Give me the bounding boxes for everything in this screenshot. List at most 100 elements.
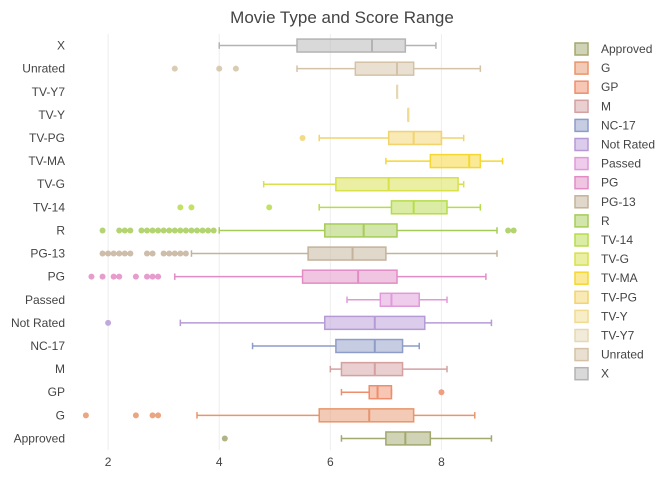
box-series-x[interactable] — [218, 38, 437, 53]
outlier-point — [266, 204, 273, 211]
legend-swatch — [574, 61, 589, 75]
legend[interactable]: Approved G GP M NC-17 Not Rated Passed PG PG-13 R… — [574, 42, 655, 381]
y-tick-label-gp: GP — [48, 385, 65, 399]
box-iqr — [307, 246, 387, 261]
outlier-point — [182, 227, 189, 234]
box-series-pg-13[interactable] — [99, 246, 498, 261]
legend-item-pg-13[interactable]: PG-13 — [574, 195, 636, 209]
legend-item-unrated[interactable]: Unrated — [574, 347, 644, 362]
box-series-r[interactable] — [99, 223, 517, 238]
box-series-m[interactable] — [329, 361, 448, 377]
box-series-nc-17[interactable] — [251, 338, 420, 354]
outlier-point — [121, 227, 128, 234]
legend-swatch — [574, 347, 589, 362]
legend-swatch — [574, 156, 589, 171]
y-tick-label-passed: Passed — [25, 293, 65, 307]
legend-item-gp[interactable]: GP — [574, 80, 618, 94]
legend-item-pg[interactable]: PG — [574, 175, 618, 190]
outlier-point — [188, 227, 195, 234]
legend-item-approved[interactable]: Approved — [574, 42, 652, 56]
legend-swatch — [574, 271, 589, 285]
y-tick-label-r: R — [56, 223, 65, 237]
legend-swatch — [574, 195, 589, 209]
y-tick-label-nc-17: NC-17 — [30, 339, 65, 353]
legend-label: TV-14 — [601, 233, 633, 247]
box-series-approved[interactable] — [221, 431, 493, 446]
box-series-g[interactable] — [82, 408, 476, 423]
box-series-tv-g[interactable] — [262, 177, 465, 192]
legend-swatch — [574, 42, 589, 56]
chart-title: Movie Type and Score Range — [230, 8, 454, 27]
legend-swatch — [574, 118, 589, 133]
x-tick-label-4: 4 — [216, 455, 223, 469]
legend-item-tv-y[interactable]: TV-Y — [574, 309, 628, 324]
legend-item-nc-17[interactable]: NC-17 — [574, 118, 636, 133]
outlier-point — [194, 227, 200, 234]
box-iqr — [318, 408, 415, 423]
legend-item-g[interactable]: G — [574, 61, 610, 75]
legend-swatch — [574, 80, 589, 94]
legend-label: PG-13 — [601, 195, 636, 209]
legend-item-r[interactable]: R — [574, 214, 610, 228]
y-tick-label-pg: PG — [48, 270, 65, 284]
box-series-pg[interactable] — [88, 269, 487, 284]
x-tick-label-8: 8 — [438, 455, 445, 469]
legend-label: M — [601, 99, 611, 113]
box-series-tv-y[interactable] — [407, 107, 410, 123]
outlier-point — [127, 227, 134, 234]
outlier-point — [299, 135, 306, 141]
legend-swatch — [574, 175, 589, 190]
y-tick-label-unrated: Unrated — [22, 62, 65, 76]
y-tick-label-m: M — [55, 362, 65, 376]
legend-item-not-rated[interactable]: Not Rated — [574, 138, 655, 152]
box-series-passed[interactable] — [346, 292, 448, 307]
outlier-point — [216, 65, 223, 72]
legend-swatch — [574, 309, 589, 324]
outlier-point — [144, 273, 150, 280]
legend-label: TV-Y — [601, 309, 628, 323]
legend-swatch — [574, 328, 589, 343]
outlier-point — [155, 227, 162, 234]
outlier-point — [144, 250, 150, 257]
box-series-tv-ma[interactable] — [385, 153, 504, 169]
outlier-point — [177, 204, 184, 211]
legend-swatch — [574, 290, 589, 305]
box-series-unrated[interactable] — [171, 61, 482, 76]
outlier-point — [110, 250, 117, 257]
box-series-not-rated[interactable] — [105, 315, 493, 331]
box-series-gp[interactable] — [340, 385, 445, 400]
y-tick-label-x: X — [57, 39, 65, 53]
legend-swatch — [574, 366, 589, 381]
box-iqr — [340, 361, 404, 377]
box-iqr — [335, 177, 459, 192]
outlier-point — [160, 250, 167, 257]
legend-item-tv-g[interactable]: TV-G — [574, 252, 629, 266]
legend-item-tv-y7[interactable]: TV-Y7 — [574, 328, 635, 343]
outlier-point — [149, 412, 156, 419]
x-tick-label-6: 6 — [327, 455, 334, 469]
legend-item-m[interactable]: M — [574, 99, 611, 113]
legend-item-passed[interactable]: Passed — [574, 156, 641, 171]
outlier-point — [171, 250, 178, 257]
box-iqr — [301, 269, 398, 284]
outlier-point — [166, 250, 173, 257]
legend-label: TV-G — [601, 252, 629, 266]
outlier-point — [210, 227, 217, 234]
y-tick-label-tv-y: TV-Y — [38, 108, 65, 122]
y-tick-label-tv-y7: TV-Y7 — [32, 85, 66, 99]
legend-item-tv-ma[interactable]: TV-MA — [574, 271, 638, 285]
box-series-tv-pg[interactable] — [299, 130, 465, 146]
legend-label: Not Rated — [601, 138, 655, 152]
legend-item-tv-pg[interactable]: TV-PG — [574, 290, 637, 305]
box-series-tv-14[interactable] — [177, 200, 482, 215]
legend-label: TV-PG — [601, 290, 637, 304]
box-series-tv-y7[interactable] — [396, 84, 399, 99]
y-tick-label-not-rated: Not Rated — [11, 316, 65, 330]
outlier-point — [221, 435, 228, 442]
legend-label: PG — [601, 176, 618, 190]
y-tick-label-g: G — [56, 408, 65, 422]
legend-item-tv-14[interactable]: TV-14 — [574, 233, 633, 247]
legend-label: TV-Y7 — [601, 329, 635, 343]
legend-item-x[interactable]: X — [574, 366, 609, 381]
